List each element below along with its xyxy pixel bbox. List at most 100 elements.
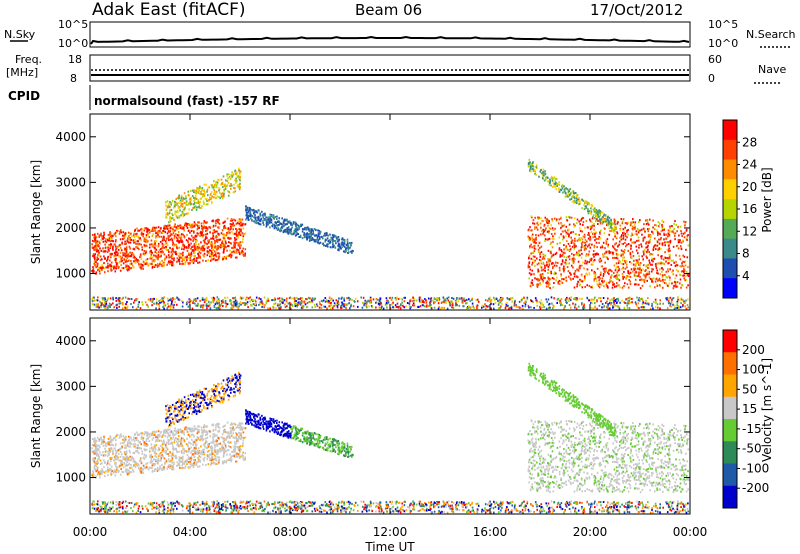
- power-cell: [104, 302, 106, 305]
- power-cell: [534, 238, 536, 241]
- power-cell: [553, 282, 555, 284]
- power-cell: [150, 229, 153, 232]
- power-cell: [133, 299, 136, 302]
- power-cell: [223, 227, 225, 230]
- power-cell: [189, 259, 192, 262]
- power-cell: [565, 276, 567, 279]
- power-cell: [657, 254, 659, 257]
- power-cell: [665, 257, 667, 259]
- power-cell: [631, 301, 633, 304]
- power-cell: [682, 260, 684, 263]
- power-cell: [558, 248, 561, 251]
- power-cell: [629, 275, 632, 278]
- power-cell: [192, 260, 195, 263]
- power-cell: [668, 275, 670, 278]
- power-cell: [158, 307, 161, 310]
- power-cell: [265, 301, 268, 304]
- power-cell: [582, 221, 585, 224]
- power-cell: [157, 242, 160, 245]
- power-cell: [592, 307, 594, 310]
- power-cell: [600, 265, 603, 268]
- power-cell: [132, 266, 135, 269]
- power-cell: [123, 258, 125, 261]
- power-cell: [203, 195, 206, 197]
- power-cell: [251, 219, 253, 222]
- power-cell: [537, 218, 540, 220]
- power-cell: [112, 298, 114, 301]
- power-cell: [659, 307, 661, 310]
- power-cell: [574, 240, 576, 242]
- power-cell: [638, 221, 640, 223]
- power-cell: [115, 231, 118, 233]
- power-cell: [101, 264, 103, 267]
- power-cell: [644, 302, 646, 305]
- power-cell: [366, 306, 368, 309]
- power-cell: [645, 219, 647, 222]
- power-cell: [552, 265, 554, 268]
- power-cell: [534, 170, 537, 173]
- power-cell: [323, 244, 325, 247]
- power-cell: [183, 226, 185, 229]
- power-cell: [624, 238, 627, 241]
- power-cell: [141, 228, 144, 231]
- power-cell: [223, 195, 225, 198]
- power-cell: [169, 238, 172, 241]
- power-cell: [170, 256, 172, 259]
- power-cell: [194, 191, 197, 194]
- power-cell: [640, 278, 642, 281]
- power-cell: [515, 304, 517, 307]
- power-cell: [561, 260, 564, 263]
- power-cell: [195, 208, 198, 211]
- power-cell: [171, 237, 173, 240]
- power-cell: [547, 283, 550, 286]
- power-cell: [285, 218, 288, 221]
- power-cell: [637, 239, 640, 242]
- power-cell: [134, 228, 137, 231]
- power-cell: [547, 249, 550, 252]
- power-cell: [246, 301, 249, 304]
- power-cell: [572, 261, 575, 263]
- power-cell: [184, 261, 187, 264]
- power-cell: [640, 278, 643, 281]
- power-cell: [575, 199, 578, 202]
- power-cell: [637, 299, 640, 302]
- power-cell: [236, 251, 238, 254]
- power-cell: [207, 186, 210, 189]
- power-cell: [138, 229, 141, 232]
- power-cell: [245, 205, 247, 208]
- power-cell: [316, 238, 319, 241]
- power-cell: [621, 222, 624, 225]
- power-cell: [633, 259, 635, 262]
- power-cell: [676, 302, 679, 305]
- power-cell: [219, 191, 221, 194]
- power-cell: [187, 193, 190, 196]
- power-cell: [597, 216, 600, 218]
- power-cell: [180, 214, 182, 217]
- power-cell: [213, 239, 216, 242]
- power-cell: [343, 303, 346, 306]
- power-cell: [624, 267, 627, 270]
- power-cell: [299, 234, 302, 237]
- power-cell: [291, 305, 294, 307]
- power-cell: [125, 248, 128, 251]
- power-cell: [592, 214, 595, 216]
- power-cell: [581, 241, 584, 244]
- power-cell: [610, 302, 613, 304]
- power-cell: [98, 245, 100, 248]
- power-cell: [573, 225, 576, 228]
- power-cell: [301, 223, 304, 226]
- power-cell: [91, 239, 94, 242]
- power-cell: [572, 302, 574, 305]
- power-cell: [168, 256, 170, 259]
- power-cell: [543, 174, 545, 177]
- power-cell: [293, 300, 296, 303]
- power-cell: [635, 249, 638, 252]
- power-cell: [604, 271, 606, 274]
- power-cell: [228, 238, 231, 240]
- power-cell: [181, 202, 184, 205]
- power-cell: [321, 300, 324, 303]
- power-cell: [151, 266, 154, 269]
- power-cell: [536, 304, 538, 307]
- power-cell: [246, 297, 248, 300]
- power-cell: [145, 236, 148, 239]
